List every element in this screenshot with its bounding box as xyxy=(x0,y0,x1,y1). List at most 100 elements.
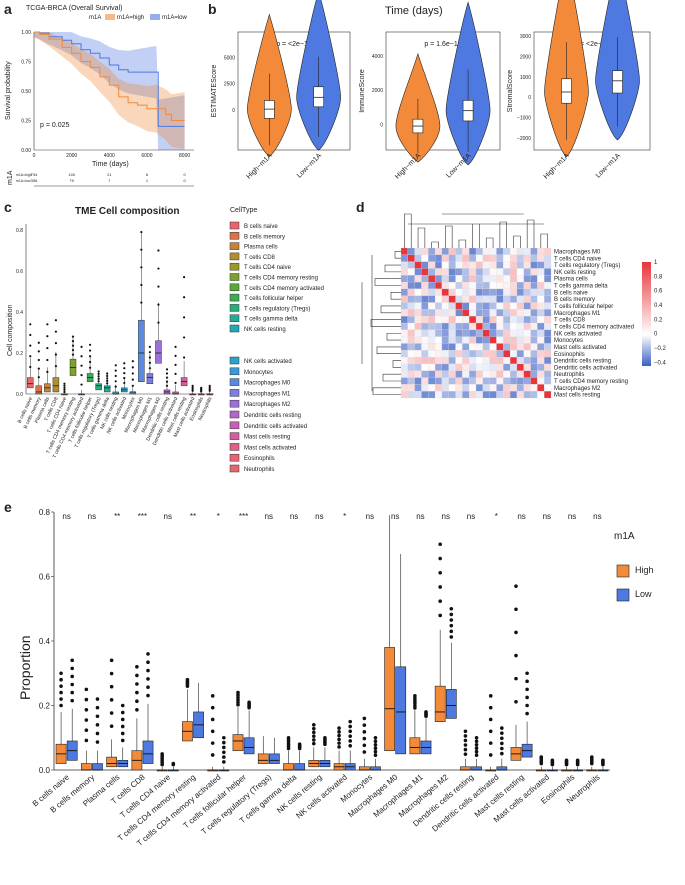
box-low xyxy=(269,753,280,764)
box-outlier-high xyxy=(109,711,114,715)
km-risk-value: 21 xyxy=(107,172,112,177)
tme-outlier xyxy=(54,353,58,356)
box-outlier-high xyxy=(59,690,63,695)
corr-row-label: Monocytes xyxy=(554,338,583,344)
box-legend-low-key xyxy=(616,588,630,602)
corr-cell xyxy=(482,261,490,269)
km-risk-value: 356 xyxy=(31,178,38,183)
tme-legend-label: T cells CD4 memory activated xyxy=(244,286,324,292)
corr-cell xyxy=(455,288,463,296)
corr-cell xyxy=(523,275,531,283)
corr-cell xyxy=(462,322,470,330)
tme-box xyxy=(103,385,111,393)
violin-ytick-label: 4000 xyxy=(372,54,383,60)
corr-cell xyxy=(510,322,518,330)
corr-cell xyxy=(407,282,415,290)
corr-cell xyxy=(496,363,504,371)
corr-cell xyxy=(400,329,408,337)
km-risk-row-high: m1A=high xyxy=(16,173,32,177)
box-significance: * xyxy=(217,512,220,521)
box-low xyxy=(294,763,306,771)
box-outlier-high xyxy=(84,697,89,702)
box-outlier-low xyxy=(373,742,378,747)
corr-cell xyxy=(482,247,490,255)
corr-cell xyxy=(421,322,429,330)
corr-cell xyxy=(510,391,518,399)
corr-cell xyxy=(537,302,545,310)
corr-cell xyxy=(435,316,443,324)
violin-p-value: p = <2e−16 xyxy=(276,41,312,48)
tme-outlier xyxy=(208,386,211,389)
tme-legend-key xyxy=(229,410,240,419)
corr-cell xyxy=(544,309,552,317)
corr-cell xyxy=(482,268,490,276)
corr-cell xyxy=(516,336,524,344)
corr-cell xyxy=(530,302,538,310)
km-legend-high: m1A=high xyxy=(117,15,144,21)
box-outlier-high xyxy=(160,752,164,756)
km-ytick-label: 0.25 xyxy=(21,119,31,125)
corr-cell xyxy=(503,384,511,392)
corr-cell xyxy=(421,343,429,351)
box-legend-high-key xyxy=(616,564,630,578)
box-outlier-low xyxy=(525,695,529,700)
tme-box xyxy=(155,340,162,364)
corr-cell xyxy=(530,261,538,269)
box-outlier-low xyxy=(373,746,378,751)
box-outlier-low xyxy=(70,666,74,671)
tme-legend-label: NK cells activated xyxy=(244,359,292,365)
corr-cell xyxy=(482,391,490,399)
corr-cell xyxy=(421,254,429,262)
tme-legend-key xyxy=(229,378,240,386)
box-outlier-low xyxy=(550,758,555,763)
box-outlier-low xyxy=(348,734,352,738)
corr-cell xyxy=(503,288,511,296)
tme-outlier xyxy=(191,387,194,391)
corr-cell xyxy=(503,357,511,365)
corr-cell xyxy=(482,377,490,385)
corr-cell xyxy=(523,282,531,290)
corr-cell xyxy=(469,316,477,324)
corr-cell xyxy=(489,322,497,330)
tme-outlier xyxy=(37,367,40,370)
corr-cell xyxy=(414,377,422,385)
tme-outlier xyxy=(174,345,177,348)
tme-outlier xyxy=(71,340,75,343)
corr-cell xyxy=(537,288,545,296)
box-outlier-low xyxy=(474,742,479,747)
box-outlier-low xyxy=(146,685,150,690)
box-significance: ns xyxy=(265,512,273,521)
tme-outlier xyxy=(200,386,203,389)
corr-cell xyxy=(516,391,524,399)
corr-cell xyxy=(421,384,429,392)
km-ytick-label: 1.00 xyxy=(21,30,31,36)
corr-cell xyxy=(530,357,538,365)
tme-ytick-label: 0.8 xyxy=(16,228,23,234)
box-significance: ns xyxy=(543,512,551,521)
tme-outlier xyxy=(140,266,143,269)
tme-outlier xyxy=(140,301,143,304)
violin-category-label: High−m1A xyxy=(246,152,274,180)
box-outlier-low xyxy=(575,758,580,763)
corr-cell xyxy=(496,384,504,392)
tme-outlier xyxy=(80,383,83,386)
box-outlier-high xyxy=(488,753,493,757)
box-low xyxy=(496,766,508,771)
corr-cell xyxy=(482,254,490,262)
corr-cell xyxy=(510,384,518,392)
box-outlier-high xyxy=(135,690,139,695)
corr-cell xyxy=(469,282,477,290)
corr-cell xyxy=(537,295,545,303)
corr-cell xyxy=(428,384,436,392)
corr-cell xyxy=(516,302,524,310)
corr-cell xyxy=(421,316,429,324)
corr-cell xyxy=(530,309,538,317)
tme-legend-key xyxy=(229,356,240,365)
tme-outlier xyxy=(106,379,109,382)
box-outlier-low xyxy=(222,735,226,740)
corr-cell xyxy=(523,343,531,351)
tme-legend-label: B cells memory xyxy=(244,234,285,240)
violin-category-label: Low−m1A xyxy=(296,152,323,179)
corr-cell xyxy=(530,282,538,290)
corr-cell xyxy=(516,288,524,296)
